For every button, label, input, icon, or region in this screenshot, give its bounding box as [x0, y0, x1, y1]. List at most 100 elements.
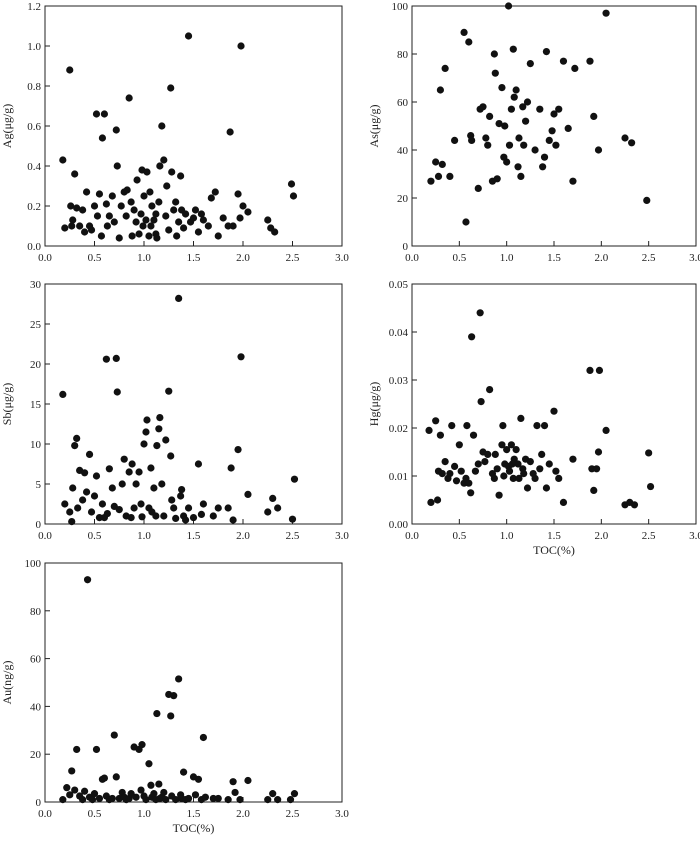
data-point — [452, 477, 461, 485]
data-point — [135, 468, 143, 476]
data-point — [469, 431, 478, 439]
x-axis-label: TOC(%) — [533, 543, 575, 557]
data-point — [538, 450, 546, 458]
data-point — [432, 417, 440, 425]
x-tick-label: 1.0 — [500, 252, 514, 264]
data-point — [125, 94, 133, 102]
data-point — [61, 500, 69, 508]
data-point — [455, 441, 463, 449]
data-point — [180, 768, 188, 776]
data-point — [446, 172, 454, 180]
data-point — [468, 136, 476, 144]
data-point — [73, 434, 81, 442]
data-point — [79, 496, 87, 504]
data-point — [593, 465, 601, 473]
x-tick-label: 1.0 — [137, 530, 151, 542]
data-point — [63, 784, 71, 792]
data-point — [234, 446, 242, 454]
data-point — [465, 38, 473, 46]
data-point — [522, 117, 530, 125]
data-point — [175, 294, 183, 302]
data-point — [540, 422, 549, 430]
y-tick-label: 20 — [30, 749, 42, 761]
y-tick-label: 1.2 — [27, 1, 41, 13]
data-point — [526, 60, 534, 68]
x-tick-label: 2.0 — [594, 530, 608, 542]
data-point — [477, 398, 485, 406]
chart-1: 0.0 0.5 1.0 1.5 2.0 2.5 3.0 0.0 0.2 0.4 0.6 0.8 1.0 1… — [0, 1, 349, 264]
data-point — [61, 224, 69, 232]
data-point — [152, 210, 160, 218]
x-tick-label: 0.0 — [38, 252, 52, 264]
x-tick-label: 3.0 — [689, 530, 700, 542]
data-point — [191, 206, 200, 214]
data-point — [160, 788, 168, 797]
data-point — [482, 134, 490, 142]
data-point — [548, 127, 556, 135]
data-point — [69, 484, 77, 492]
data-point — [156, 162, 164, 170]
y-tick-label: 0.8 — [27, 81, 41, 93]
data-point — [234, 190, 242, 198]
data-point — [436, 431, 444, 439]
data-point — [474, 184, 482, 192]
data-point — [229, 222, 237, 230]
data-point — [181, 516, 190, 524]
y-tick-label: 15 — [30, 399, 42, 411]
data-point — [484, 141, 492, 149]
data-point — [451, 462, 459, 470]
data-point — [102, 200, 110, 208]
data-point — [97, 232, 106, 240]
data-point — [244, 490, 252, 498]
data-point — [289, 192, 298, 200]
data-point — [194, 775, 203, 783]
data-point — [436, 86, 444, 94]
data-point — [147, 222, 155, 230]
data-point — [69, 216, 77, 224]
data-point — [229, 778, 237, 786]
data-point — [552, 141, 560, 149]
data-point — [509, 474, 517, 482]
data-point — [503, 446, 511, 454]
data-point — [594, 146, 603, 154]
data-point — [438, 160, 446, 168]
data-point — [142, 796, 150, 804]
data-point — [113, 388, 121, 396]
data-point — [507, 105, 515, 113]
data-point — [586, 366, 594, 374]
data-point — [140, 440, 148, 448]
chart-5: 0.0 0.5 1.0 1.5 2.0 2.5 3.0 0 20 40 60 80 100 Au(ng/g… — [0, 558, 349, 835]
data-point — [81, 787, 89, 795]
x-tick-label: 2.0 — [236, 808, 250, 820]
data-point — [448, 422, 456, 430]
data-point — [274, 796, 282, 804]
data-point — [133, 176, 141, 184]
y-tick-label: 1.0 — [27, 41, 41, 53]
data-point — [81, 228, 89, 236]
data-point — [460, 28, 468, 36]
data-point — [508, 460, 516, 468]
plot-frame — [411, 5, 697, 247]
data-point — [73, 745, 81, 754]
data-point — [167, 84, 175, 92]
data-point — [170, 504, 178, 512]
data-point — [110, 731, 118, 739]
data-point — [269, 790, 277, 798]
data-point — [520, 141, 528, 149]
x-tick-label: 0.0 — [38, 530, 52, 542]
data-point — [140, 192, 148, 200]
data-point — [147, 781, 155, 789]
data-point — [438, 470, 446, 478]
data-point — [150, 484, 158, 492]
data-point — [102, 355, 110, 363]
data-point — [167, 452, 175, 460]
data-point — [66, 508, 74, 516]
data-point — [427, 498, 435, 506]
y-tick-label: 20 — [30, 359, 42, 371]
data-point — [490, 474, 498, 482]
data-point — [150, 216, 158, 224]
x-tick-label: 3.0 — [335, 808, 349, 820]
data-point — [105, 212, 113, 220]
data-point — [499, 422, 507, 430]
